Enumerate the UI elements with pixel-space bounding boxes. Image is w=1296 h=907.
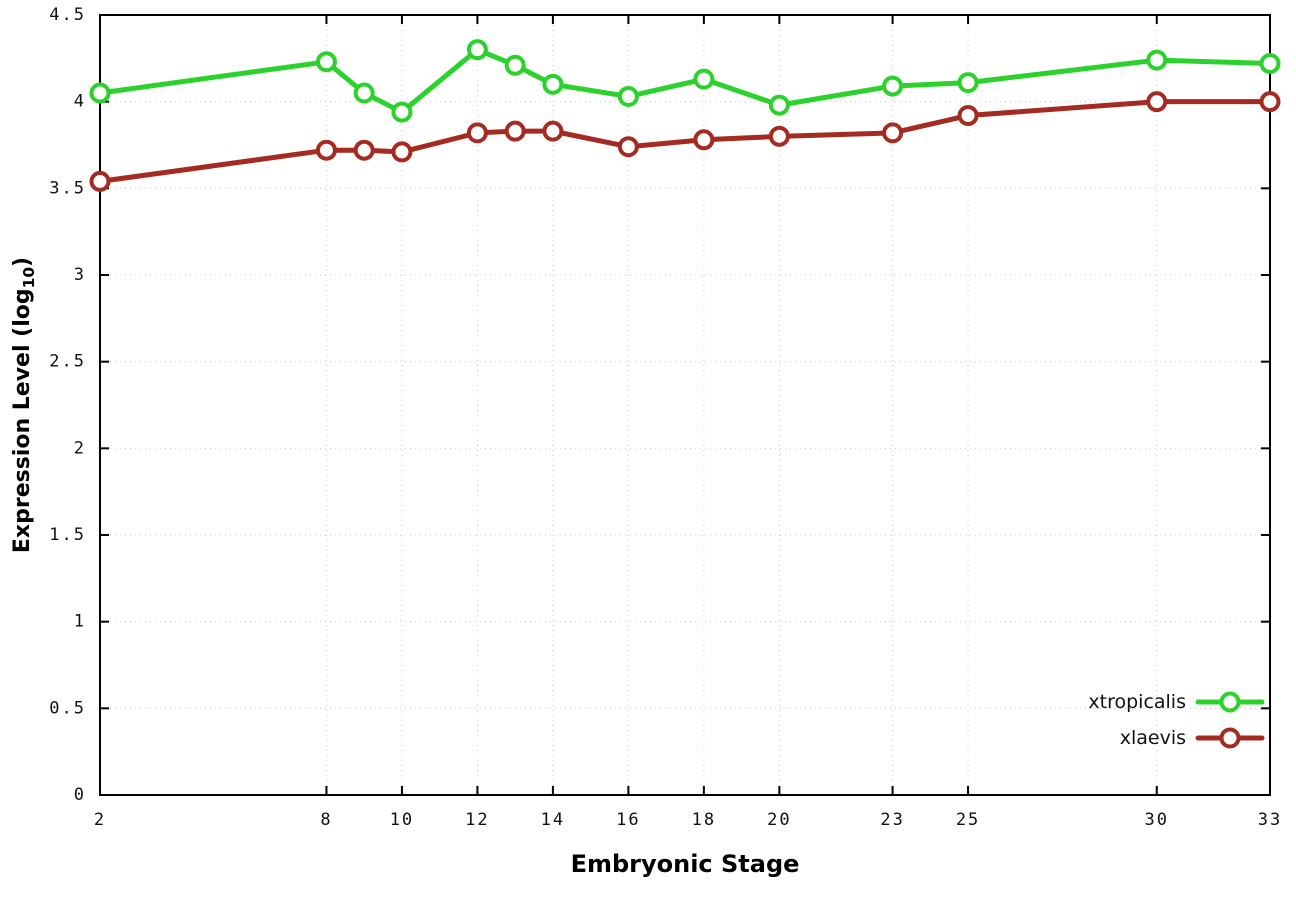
y-tick-label: 0.5	[49, 698, 86, 718]
series-line-xtropicalis	[97, 47, 1273, 115]
data-point-xtropicalis	[957, 72, 979, 94]
x-tick-label: 2	[94, 810, 106, 830]
x-tick-label: 18	[692, 810, 716, 830]
data-point-xlaevis	[768, 125, 790, 147]
x-tick-label: 30	[1145, 810, 1169, 830]
data-point-xlaevis	[466, 122, 488, 144]
data-point-xtropicalis	[353, 82, 375, 104]
y-tick-label: 4	[74, 92, 86, 112]
data-point-xtropicalis	[693, 68, 715, 90]
data-point-xtropicalis	[542, 73, 564, 95]
legend-marker-xtropicalis	[1219, 691, 1241, 713]
y-axis-label-close: )	[9, 256, 35, 267]
data-point-xlaevis	[315, 139, 337, 161]
y-tick-label: 2	[74, 438, 86, 458]
data-point-xtropicalis	[89, 82, 111, 104]
data-point-xtropicalis	[504, 54, 526, 76]
y-tick-label: 4.5	[49, 5, 86, 25]
x-tick-label: 20	[767, 810, 791, 830]
legend-marker-xlaevis	[1219, 727, 1241, 749]
x-tick-label: 10	[390, 810, 414, 830]
y-tick-label: 3	[74, 265, 86, 285]
data-point-xlaevis	[693, 129, 715, 151]
data-point-xlaevis	[504, 120, 526, 142]
plot-border	[99, 14, 1271, 796]
y-axis-label-subscript: 10	[20, 266, 39, 289]
data-point-xtropicalis	[1259, 53, 1281, 75]
data-point-xlaevis	[882, 122, 904, 144]
series-line-xlaevis	[97, 99, 1273, 184]
data-point-xtropicalis	[882, 75, 904, 97]
data-point-xtropicalis	[315, 51, 337, 73]
data-point-xtropicalis	[1146, 49, 1168, 71]
y-tick-label: 3.5	[49, 178, 86, 198]
data-point-xtropicalis	[466, 39, 488, 61]
x-axis-label: Embryonic Stage	[570, 850, 800, 878]
data-point-xlaevis	[1259, 91, 1281, 113]
data-point-xlaevis	[353, 139, 375, 161]
x-tick-label: 8	[320, 810, 332, 830]
y-tick-label: 2.5	[49, 352, 86, 372]
x-tick-label: 16	[616, 810, 640, 830]
x-tick-label: 33	[1258, 810, 1282, 830]
data-point-xtropicalis	[391, 101, 413, 123]
legend-label-xlaevis: xlaevis	[1120, 727, 1186, 749]
data-point-xlaevis	[89, 170, 111, 192]
data-point-xlaevis	[391, 141, 413, 163]
data-point-xlaevis	[542, 120, 564, 142]
legend-label-xtropicalis: xtropicalis	[1088, 691, 1186, 713]
y-axis-label: Expression Level (log10)	[10, 257, 38, 553]
y-axis-label-text: Expression Level (log	[9, 288, 35, 554]
y-tick-label: 1	[74, 612, 86, 632]
data-point-xtropicalis	[617, 85, 639, 107]
x-tick-label: 23	[880, 810, 904, 830]
data-point-xlaevis	[957, 105, 979, 127]
y-tick-label: 0	[74, 785, 86, 805]
data-point-xtropicalis	[768, 94, 790, 116]
y-tick-label: 1.5	[49, 525, 86, 545]
data-point-xlaevis	[1146, 91, 1168, 113]
x-tick-label: 25	[956, 810, 980, 830]
data-point-xlaevis	[617, 136, 639, 158]
x-tick-label: 14	[541, 810, 565, 830]
x-tick-label: 12	[465, 810, 489, 830]
